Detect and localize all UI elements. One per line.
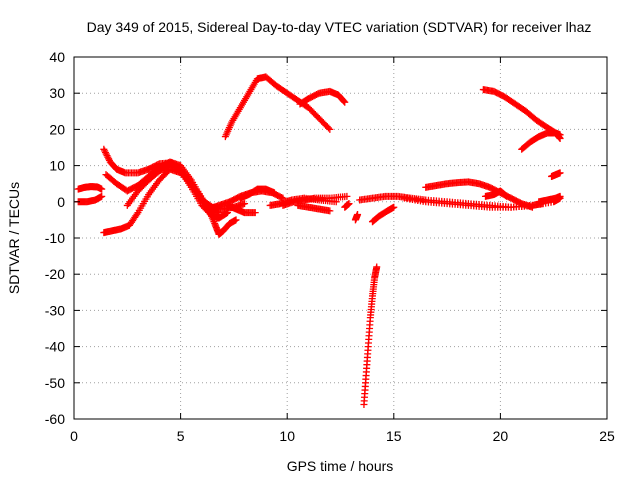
data-markers (74, 73, 564, 409)
data-point-marker (556, 131, 564, 139)
data-point-marker (102, 150, 110, 158)
data-point-marker (326, 125, 334, 133)
data-point-marker (222, 209, 230, 217)
series-s3 (100, 145, 153, 177)
data-point-marker (224, 209, 232, 217)
series-s12 (266, 194, 340, 209)
y-tick-label: 40 (49, 49, 65, 65)
data-point-marker (373, 263, 381, 271)
series-s2 (74, 192, 106, 206)
y-tick-label: 10 (49, 158, 65, 174)
series-s15 (351, 210, 362, 224)
data-point-marker (270, 189, 278, 197)
data-point-marker (343, 192, 351, 200)
y-tick-label: 30 (49, 85, 65, 101)
x-tick-label: 15 (386, 428, 402, 444)
y-tick-label: -40 (45, 339, 65, 355)
y-tick-label: -20 (45, 266, 65, 282)
data-point-marker (232, 216, 240, 224)
series-s27 (360, 263, 381, 409)
data-point-marker (103, 152, 111, 160)
series-s10 (236, 185, 278, 202)
y-tick-label: -30 (45, 302, 65, 318)
data-point-marker (341, 98, 349, 106)
data-point-marker (502, 192, 510, 200)
series-s26 (518, 129, 564, 153)
y-tick-label: -50 (45, 375, 65, 391)
series-s24 (296, 87, 349, 108)
y-tick-label: -10 (45, 230, 65, 246)
data-point-marker (133, 210, 141, 218)
data-point-marker (104, 153, 112, 161)
data-point-marker (501, 191, 509, 199)
data-point-marker (528, 203, 536, 211)
y-tick-label: -60 (45, 411, 65, 427)
data-point-marker (98, 185, 106, 193)
data-point-marker (556, 169, 564, 177)
y-axis-label: SDTVAR / TECUs (6, 182, 22, 294)
series-s16 (368, 203, 398, 226)
x-tick-label: 10 (279, 428, 295, 444)
data-point-marker (100, 145, 108, 153)
data-point-marker (556, 192, 564, 200)
series-s23 (221, 73, 334, 141)
data-point-marker (503, 192, 511, 200)
data-point-marker (101, 148, 109, 156)
axis-ticks: 0 5 10 15 20 25 -60 -50 -40 -30 -20 -10 0 10 20 30 40 (45, 49, 615, 444)
gridlines (74, 57, 607, 419)
data-point-marker (340, 97, 348, 105)
data-point-marker (332, 198, 340, 206)
data-point-marker (325, 124, 333, 132)
data-point-marker (326, 207, 334, 215)
chart-title: Day 349 of 2015, Sidereal Day-to-day VTE… (87, 19, 592, 35)
x-tick-label: 20 (493, 428, 509, 444)
series-s13 (294, 201, 334, 215)
data-point-marker (98, 192, 106, 200)
data-point-marker (345, 200, 353, 208)
series-s20 (481, 187, 511, 200)
series-s21 (535, 192, 564, 206)
x-tick-label: 5 (177, 428, 185, 444)
y-tick-label: 0 (57, 194, 65, 210)
data-point-marker (105, 155, 113, 163)
series-s22 (548, 169, 564, 180)
x-tick-label: 0 (70, 428, 78, 444)
y-tick-label: 20 (49, 121, 65, 137)
series-s9 (224, 201, 259, 217)
series-s1 (74, 183, 106, 193)
x-axis-label: GPS time / hours (287, 458, 394, 474)
x-tick-label: 25 (599, 428, 615, 444)
data-point-marker (354, 210, 362, 218)
series-s14 (341, 200, 353, 211)
data-point-marker (241, 200, 249, 208)
data-point-marker (251, 209, 259, 217)
data-point-marker (101, 147, 109, 155)
data-point-marker (390, 203, 398, 211)
